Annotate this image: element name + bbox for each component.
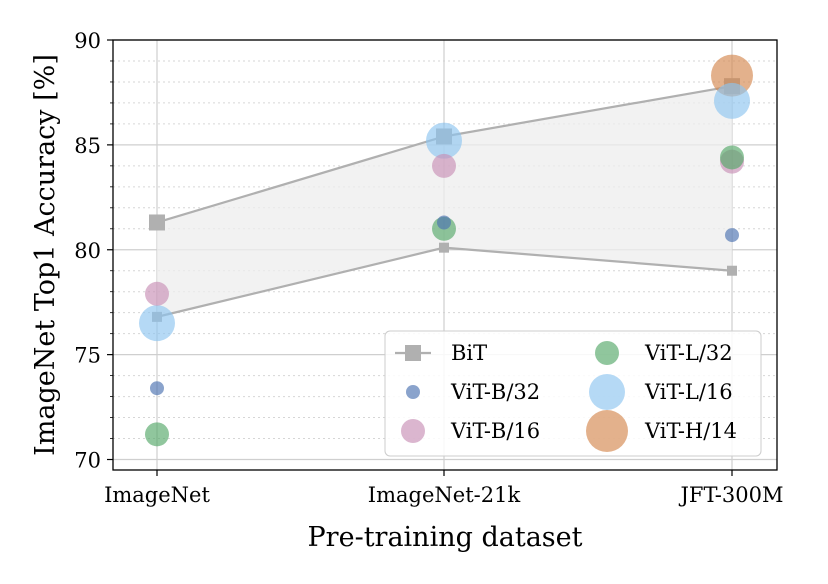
point-vit-b-16: [145, 281, 169, 306]
y-tick-label: 90: [74, 29, 101, 53]
legend-label: ViT-B/32: [450, 380, 540, 404]
point-vit-l-16: [426, 122, 462, 159]
bit-lower-marker: [727, 265, 737, 276]
point-vit-l-32: [145, 422, 169, 447]
legend-box: [384, 330, 762, 457]
x-tick-label: ImageNet-21k: [368, 483, 521, 507]
y-axis-label: ImageNet Top1 Accuracy [%]: [30, 54, 61, 456]
axis-ticks: [107, 39, 733, 476]
point-vit-l-16: [139, 305, 175, 342]
data-points: [139, 54, 753, 447]
legend-swatch-vit-b-16: [401, 419, 425, 443]
legend-swatch-vit-h-14: [586, 410, 628, 452]
y-tick-labels: 70 75 80 85 90: [74, 29, 101, 473]
x-tick-label: JFT-300M: [679, 483, 784, 507]
legend-label: ViT-B/16: [450, 419, 540, 443]
legend-swatch-vit-l-32: [595, 341, 619, 365]
point-vit-b-32: [150, 381, 164, 396]
legend: BiT ViT-B/32 ViT-B/16 ViT-L/32 ViT-L/16 ViT-H…: [384, 330, 762, 457]
bit-upper-marker: [149, 214, 165, 231]
legend-swatch-vit-b-32: [406, 385, 420, 399]
x-tick-label: ImageNet: [104, 483, 210, 507]
y-tick-label: 80: [74, 239, 101, 263]
point-vit-b-32: [437, 215, 451, 230]
plot-frame: [112, 39, 778, 471]
legend-swatch-bit-marker: [405, 345, 421, 361]
legend-label: BiT: [451, 341, 487, 365]
y-tick-label: 70: [74, 449, 101, 473]
point-vit-l-32: [720, 145, 744, 170]
point-vit-l-16: [714, 82, 750, 119]
x-axis-label: Pre-training dataset: [308, 522, 583, 553]
legend-label: ViT-L/32: [644, 341, 733, 365]
y-tick-label: 85: [74, 134, 101, 158]
legend-label: ViT-H/14: [644, 419, 737, 443]
point-vit-h-14: [711, 54, 753, 97]
legend-label: ViT-L/16: [644, 380, 733, 404]
legend-swatch-vit-l-16: [589, 374, 625, 410]
point-vit-b-32: [725, 228, 739, 243]
point-vit-b-16: [432, 153, 456, 178]
x-tick-labels: ImageNet ImageNet-21k JFT-300M: [104, 483, 783, 507]
bit-lower-marker: [439, 242, 449, 253]
y-tick-label: 75: [74, 344, 101, 368]
